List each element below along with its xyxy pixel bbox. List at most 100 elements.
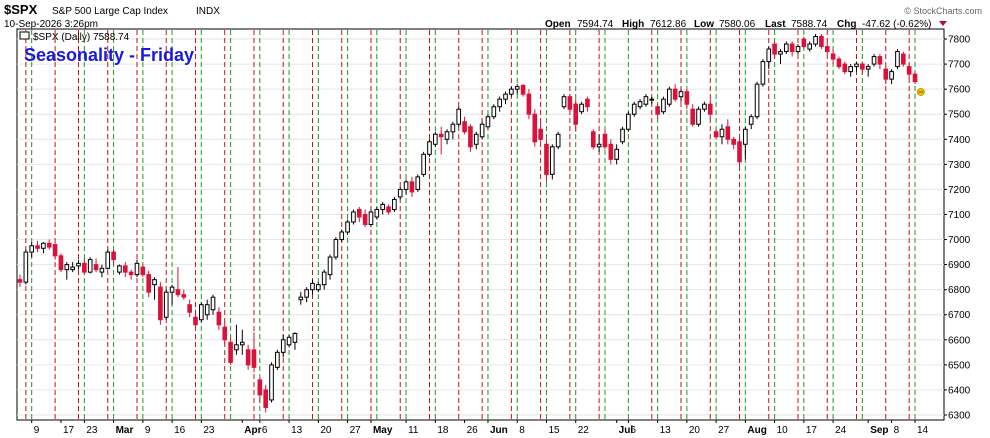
candle — [199, 302, 204, 323]
candles-layer — [17, 34, 925, 413]
candle-body — [339, 231, 345, 241]
candle — [450, 121, 456, 140]
candle-body — [286, 336, 292, 346]
candle-body — [725, 126, 731, 140]
candle-body — [626, 113, 631, 130]
candle — [351, 209, 356, 225]
candle-body — [608, 143, 614, 160]
candle — [561, 94, 567, 110]
candle-body — [871, 56, 877, 65]
low-value: 7580.06 — [719, 19, 756, 30]
candle — [678, 89, 684, 102]
y-tick-label: 6600 — [948, 335, 971, 346]
candle-body — [848, 66, 853, 73]
candle-body — [889, 71, 894, 80]
candle — [643, 94, 649, 107]
candle — [555, 131, 561, 150]
candle-body — [204, 304, 210, 316]
candle-body — [649, 98, 655, 101]
candle-body — [438, 133, 444, 138]
candle — [842, 61, 848, 75]
y-tick-label: 7800 — [948, 35, 971, 46]
x-tick-label: 27 — [350, 425, 362, 436]
candle-body — [865, 66, 871, 70]
y-tick-label: 7200 — [948, 185, 971, 196]
candle-body — [345, 221, 350, 233]
candle — [187, 299, 192, 318]
candle-body — [824, 46, 830, 53]
candle — [280, 334, 286, 358]
candle — [883, 66, 889, 85]
candle-body — [760, 61, 766, 85]
candle-body — [403, 181, 409, 190]
header-name: S&P 500 Large Cap Index — [52, 6, 168, 17]
candle-body — [590, 131, 596, 148]
candle — [152, 277, 157, 300]
candle — [550, 144, 555, 180]
y-tick-label: 7300 — [948, 160, 971, 171]
candle — [368, 209, 374, 228]
candle — [169, 284, 175, 305]
candle — [865, 64, 871, 77]
candle — [895, 49, 900, 70]
candle-body — [210, 296, 216, 311]
candle-body — [468, 126, 473, 148]
candle — [409, 176, 415, 197]
candle — [509, 86, 514, 97]
candle — [356, 206, 362, 222]
candle — [789, 41, 795, 57]
candle — [228, 337, 233, 365]
candle-body — [707, 103, 713, 115]
candle-body — [479, 123, 485, 138]
candle — [298, 292, 304, 305]
candle — [415, 174, 421, 192]
candle — [181, 289, 187, 300]
candle-body — [620, 128, 625, 143]
candle-body — [672, 88, 678, 100]
legend-series-label: $SPX (Daily) 7588.74 — [33, 32, 130, 43]
y-tick-label: 6300 — [948, 410, 971, 421]
candle — [339, 229, 345, 243]
candle-body — [251, 349, 257, 368]
x-tick-label: 14 — [917, 425, 929, 436]
candle-body — [579, 103, 584, 113]
candle — [275, 349, 280, 370]
candle — [649, 96, 655, 105]
candle-body — [351, 211, 356, 223]
candle — [380, 201, 385, 215]
candle — [830, 49, 836, 65]
candle-body — [216, 311, 222, 326]
candle — [760, 59, 766, 87]
candle-body — [690, 108, 696, 125]
candle — [269, 362, 274, 403]
candle — [667, 86, 672, 107]
candle-body — [23, 251, 29, 283]
candle — [310, 279, 315, 295]
candle-body — [526, 93, 532, 115]
candle-body — [895, 51, 900, 68]
x-tick-label: 24 — [835, 425, 847, 436]
candle — [35, 240, 40, 253]
x-tick-label: 11 — [408, 425, 419, 436]
candle-body — [152, 279, 157, 286]
candle-body — [409, 181, 415, 193]
high-value: 7612.86 — [650, 19, 687, 30]
candle — [87, 257, 93, 274]
y-tick-label: 7700 — [948, 60, 971, 71]
candle — [532, 109, 538, 147]
candle-body — [397, 188, 403, 198]
candle-body — [280, 339, 286, 353]
candle — [64, 262, 70, 280]
candle — [105, 249, 111, 270]
candle — [860, 61, 865, 75]
candle — [316, 282, 321, 293]
candle-body — [450, 123, 456, 133]
x-tick-label: 17 — [63, 425, 75, 436]
candle — [403, 179, 409, 195]
candle — [620, 126, 625, 145]
candle-body — [105, 251, 111, 269]
overlay-title: Seasonality - Friday — [24, 45, 194, 65]
candle-body — [58, 255, 64, 271]
candle — [193, 309, 198, 330]
